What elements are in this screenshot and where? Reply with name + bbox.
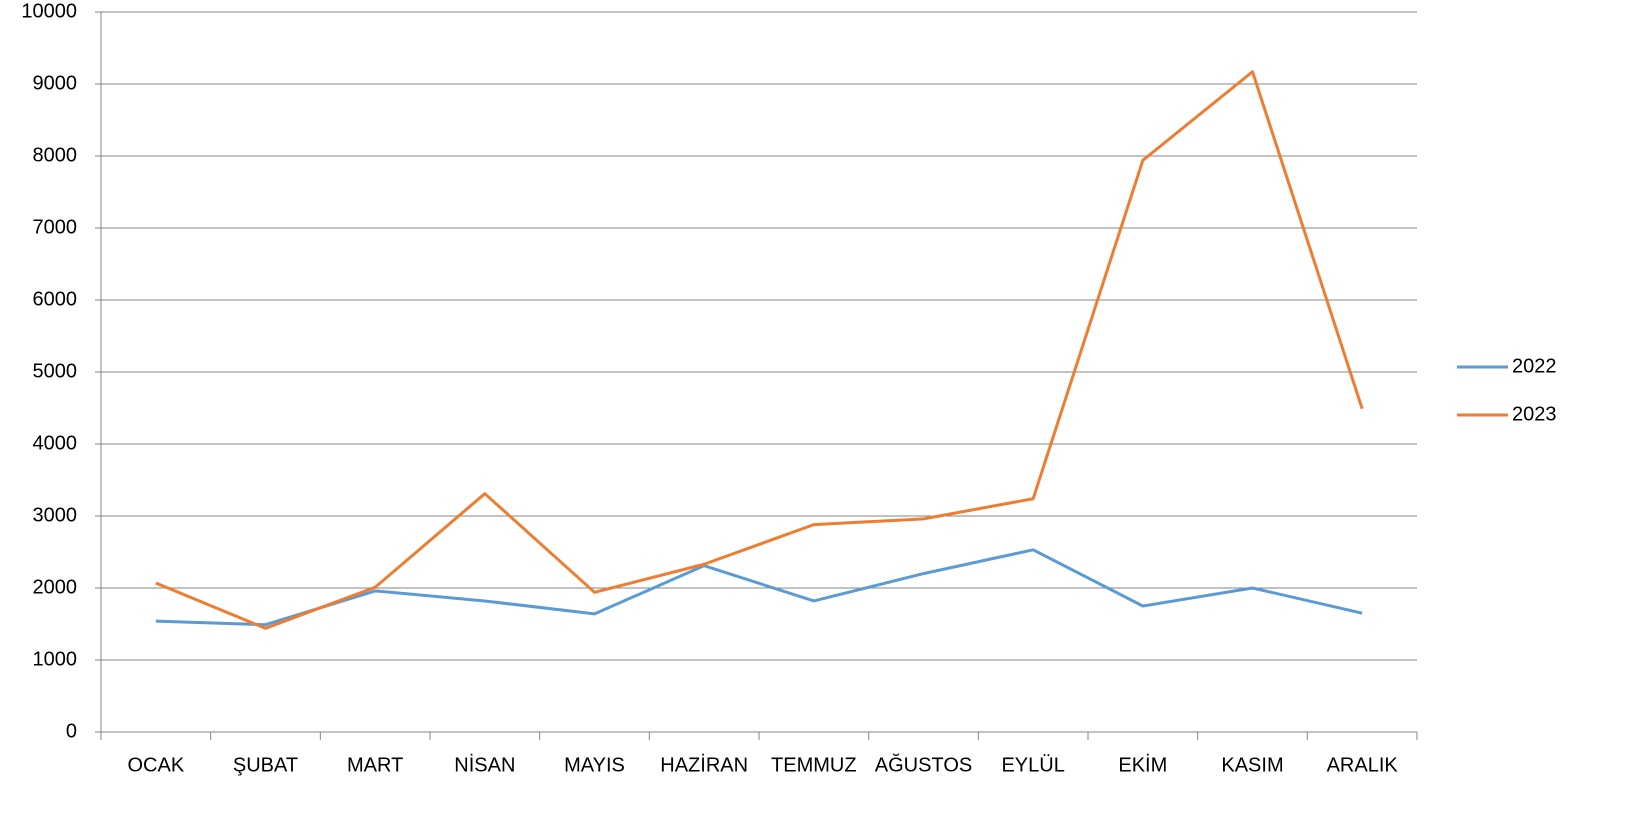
y-tick-label: 10000 — [21, 0, 77, 22]
series-line — [155, 548, 1363, 627]
x-tick-label: EYLÜL — [1001, 754, 1064, 776]
y-tick-label: 5000 — [33, 360, 78, 382]
y-tick-label: 0 — [66, 720, 77, 742]
y-tick-label: 8000 — [33, 144, 78, 166]
y-tick-label: 2000 — [33, 576, 78, 598]
x-tick-label: MAYIS — [564, 754, 625, 776]
y-tick-label: 1000 — [33, 648, 78, 670]
y-tick-label: 9000 — [33, 72, 78, 94]
x-tick-label: ARALIK — [1327, 754, 1399, 776]
y-tick-label: 6000 — [33, 288, 78, 310]
x-tick-label: AĞUSTOS — [875, 753, 972, 776]
y-tick-label: 7000 — [33, 216, 78, 238]
x-tick-label: NİSAN — [454, 753, 515, 776]
x-tick-label: OCAK — [127, 754, 184, 776]
series-line — [155, 70, 1364, 630]
x-tick-label: HAZİRAN — [660, 753, 748, 776]
x-tick-label: MART — [347, 754, 403, 776]
x-tick-label: TEMMUZ — [771, 754, 857, 776]
legend-label: 2022 — [1512, 355, 1557, 377]
x-tick-label: KASIM — [1221, 754, 1283, 776]
legend-label: 2023 — [1512, 403, 1557, 425]
y-tick-label: 4000 — [33, 432, 78, 454]
x-tick-label: EKİM — [1118, 753, 1167, 776]
x-tick-label: ŞUBAT — [233, 754, 298, 776]
y-tick-label: 3000 — [33, 504, 78, 526]
